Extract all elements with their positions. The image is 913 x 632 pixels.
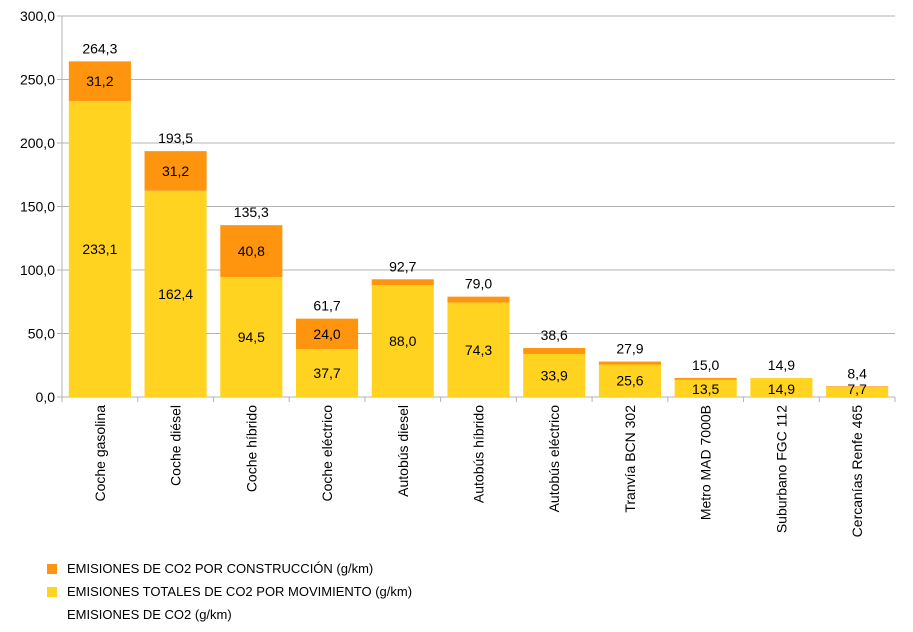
x-category-label: Autobús híbrido	[471, 405, 487, 503]
y-tick-label: 0,0	[36, 389, 56, 405]
data-label-movement: 13,5	[692, 381, 719, 397]
data-label-total: 14,9	[768, 357, 795, 373]
bar-construction	[68, 61, 131, 101]
y-tick-label: 150,0	[20, 199, 55, 215]
x-category-label: Coche diésel	[168, 405, 184, 486]
data-label-construction: 24,0	[313, 326, 340, 342]
x-category-label: Tranvía BCN 302	[622, 405, 638, 513]
data-label-movement: 33,9	[541, 367, 568, 383]
legend-label-total: EMISIONES DE CO2 (g/km)	[67, 607, 232, 622]
bar-movement	[371, 285, 434, 397]
bar-movement	[826, 387, 889, 397]
bar-movement	[220, 276, 283, 397]
y-tick-label: 200,0	[20, 135, 55, 151]
data-label-total: 8,4	[847, 365, 867, 381]
legend-swatch-movement	[47, 587, 57, 597]
bar-construction	[598, 361, 662, 365]
bar-movement	[750, 378, 813, 397]
data-label-total: 135,3	[234, 204, 269, 220]
legend-label-movement: EMISIONES TOTALES DE CO2 POR MOVIMIENTO …	[67, 584, 413, 599]
bar-construction	[144, 151, 207, 191]
x-category-label: Metro MAD 7000B	[698, 405, 714, 520]
legend-label-construction: EMISIONES DE CO2 POR CONSTRUCCIÓN (g/km)	[67, 561, 374, 576]
bar-movement	[144, 190, 207, 397]
data-label-total: 264,3	[82, 40, 117, 56]
x-category-label: Suburbano FGC 112	[773, 405, 789, 533]
legend-swatch-construction	[47, 564, 57, 574]
bar-movement	[598, 364, 662, 397]
bar-construction	[220, 225, 283, 277]
y-tick-label: 300,0	[20, 8, 55, 24]
y-tick-label: 50,0	[28, 326, 55, 342]
y-tick-label: 100,0	[20, 262, 55, 278]
stacked-bar-chart: 0,0 50,0 100,0 150,0 200,0 250,0 300,0 233,1 31,…	[20, 8, 896, 538]
x-category-label: Autobús diesel	[395, 405, 411, 497]
bar-construction	[371, 279, 434, 286]
y-tick-label: 250,0	[20, 72, 55, 88]
data-label-total: 79,0	[465, 276, 492, 292]
legend: EMISIONES DE CO2 POR CONSTRUCCIÓN (g/km)…	[47, 560, 412, 629]
x-category-label: Coche gasolina	[92, 405, 108, 502]
data-label-movement: 233,1	[82, 241, 117, 257]
data-label-total: 92,7	[389, 258, 416, 274]
data-label-construction: 31,2	[86, 73, 113, 89]
bar-movement	[523, 353, 586, 397]
data-label-total: 193,5	[158, 130, 193, 146]
legend-item-construction: EMISIONES DE CO2 POR CONSTRUCCIÓN (g/km)	[47, 560, 412, 583]
x-category-label: Cercanías Renfe 465	[849, 405, 865, 538]
data-label-movement: 94,5	[238, 329, 265, 345]
bar-construction	[674, 377, 737, 380]
data-label-construction: 40,8	[238, 243, 265, 259]
bar-movement	[295, 349, 359, 397]
data-label-movement: 88,0	[389, 333, 416, 349]
data-label-movement: 25,6	[616, 373, 643, 389]
bar-movement	[447, 302, 510, 397]
data-label-movement: 7,7	[847, 381, 867, 397]
data-label-total: 27,9	[616, 341, 643, 357]
data-label-total: 38,6	[541, 327, 568, 343]
bar-construction	[826, 386, 889, 388]
data-label-movement: 37,7	[313, 365, 340, 381]
x-category-label: Coche híbrido	[243, 405, 259, 492]
legend-item-total: EMISIONES DE CO2 (g/km)	[47, 606, 412, 629]
bar-construction	[523, 347, 586, 354]
data-label-movement: 74,3	[465, 342, 492, 358]
bar-movement	[68, 100, 131, 397]
bar-construction	[447, 296, 510, 303]
data-label-total: 15,0	[692, 357, 719, 373]
legend-item-movement: EMISIONES TOTALES DE CO2 POR MOVIMIENTO …	[47, 583, 412, 606]
x-category-label: Coche eléctrico	[319, 405, 335, 502]
x-category-label: Autobús eléctrico	[546, 405, 562, 513]
bar-construction	[295, 318, 359, 350]
data-label-movement: 14,9	[768, 381, 795, 397]
data-label-total: 61,7	[313, 298, 340, 314]
data-label-movement: 162,4	[158, 286, 193, 302]
data-label-construction: 31,2	[162, 163, 189, 179]
bar-movement	[674, 379, 737, 397]
